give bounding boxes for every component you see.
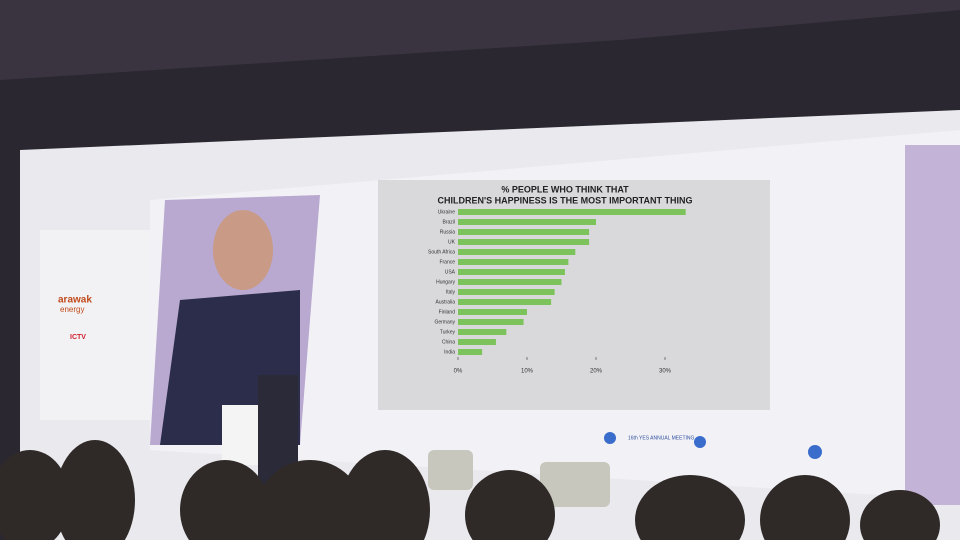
y-tick-label: France xyxy=(439,259,455,265)
chair xyxy=(540,462,610,507)
y-tick-label: Australia xyxy=(436,299,456,305)
y-tick-label: Hungary xyxy=(436,279,455,285)
x-tick-label: 0% xyxy=(454,369,463,375)
y-tick-label: USA xyxy=(445,269,456,275)
media-logo: ICTV xyxy=(70,334,86,341)
speaker-head xyxy=(213,210,273,290)
bar xyxy=(458,259,569,265)
side-video xyxy=(905,145,960,505)
y-tick-label: Italy xyxy=(446,289,456,295)
y-tick-label: UK xyxy=(448,239,456,245)
sponsor-board xyxy=(40,230,150,420)
bar xyxy=(458,279,562,285)
bar xyxy=(458,209,686,215)
y-tick-label: Brazil xyxy=(442,219,455,225)
y-tick-label: Ukraine xyxy=(438,209,455,215)
bar xyxy=(458,339,496,345)
bar xyxy=(458,309,527,315)
bar xyxy=(458,269,565,275)
ceiling xyxy=(0,0,960,80)
bar xyxy=(458,349,483,355)
sponsor: arawak xyxy=(58,295,92,306)
bar xyxy=(458,289,555,295)
y-tick-label: Turkey xyxy=(440,329,456,335)
x-tick-label: 10% xyxy=(521,369,534,375)
chart-panel xyxy=(378,180,770,410)
logo xyxy=(808,445,822,459)
sponsor-sub: energy xyxy=(60,305,84,314)
audience xyxy=(0,440,940,545)
bar xyxy=(458,239,590,245)
y-tick-label: South Africa xyxy=(428,249,455,255)
x-tick-label: 20% xyxy=(590,369,603,375)
y-tick-label: Finland xyxy=(439,309,456,315)
event-name: 16th YES ANNUAL MEETING xyxy=(628,435,695,441)
bar xyxy=(458,219,596,225)
chart-subtitle: CHILDREN'S HAPPINESS IS THE MOST IMPORTA… xyxy=(438,195,693,205)
bar xyxy=(458,319,524,325)
bar xyxy=(458,249,576,255)
y-tick-label: Germany xyxy=(434,319,455,325)
y-tick-label: China xyxy=(442,339,455,345)
y-tick-label: Russia xyxy=(440,229,456,235)
bar xyxy=(458,299,552,305)
bar xyxy=(458,229,590,235)
y-tick-label: India xyxy=(444,349,455,355)
logo xyxy=(604,432,616,444)
x-tick-label: 30% xyxy=(659,369,672,375)
bar xyxy=(458,329,507,335)
logo xyxy=(694,436,706,448)
chart-title: % PEOPLE WHO THINK THAT xyxy=(501,184,629,194)
chair xyxy=(428,450,473,490)
